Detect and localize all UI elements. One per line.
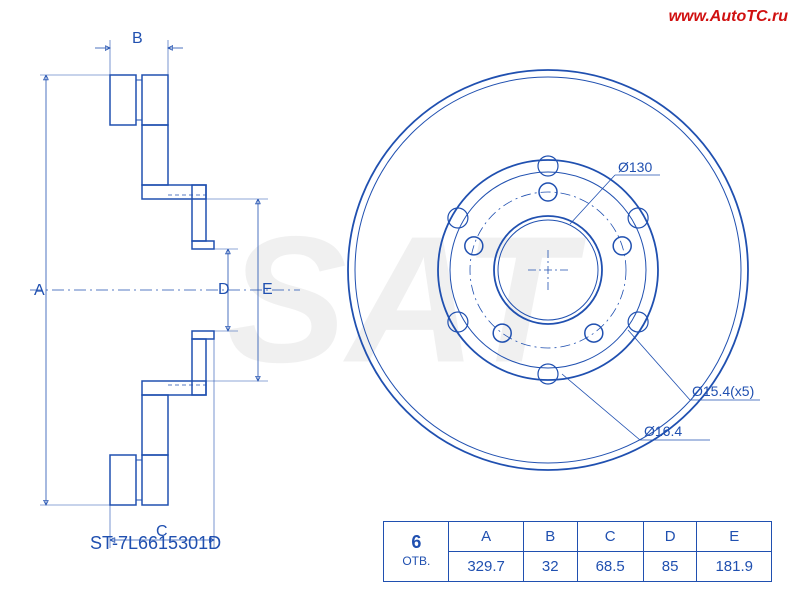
svg-text:A: A [34,282,45,299]
table-cell: 68.5 [577,552,643,582]
dimension-table: 6 ОТВ. A B C D E 329.7 32 68.5 85 181.9 [383,521,772,582]
locator-hole-label: Ø16.4 [644,423,682,439]
holes-unit: ОТВ. [402,554,430,568]
svg-text:E: E [262,281,273,298]
svg-text:D: D [218,281,230,298]
side-view: A B C D E [30,30,300,548]
svg-text:B: B [132,30,143,47]
holes-count: 6 [411,532,421,552]
table-header: A [449,522,524,552]
technical-drawing: Ø130 Ø15.4(x5) Ø16.4 [0,0,800,600]
table-cell: 85 [643,552,697,582]
part-number: ST-7L6615301D [90,533,221,554]
table-cell: 32 [523,552,577,582]
table-header: B [523,522,577,552]
table-header: D [643,522,697,552]
table-header: C [577,522,643,552]
front-view: Ø130 Ø15.4(x5) Ø16.4 [348,70,760,470]
bolt-hole-label: Ø15.4(x5) [692,383,754,399]
table-row: 6 ОТВ. A B C D E [384,522,772,552]
bore-label: Ø130 [618,159,652,175]
table-cell: 329.7 [449,552,524,582]
table-header: E [697,522,772,552]
table-cell: 181.9 [697,552,772,582]
